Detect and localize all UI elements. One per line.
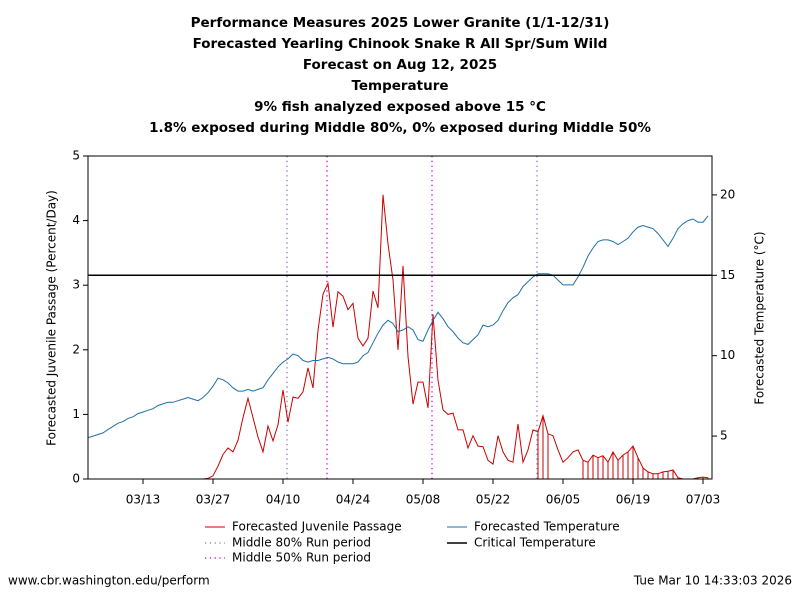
subtitle: 9% fish analyzed exposed above 15 °C <box>254 99 546 115</box>
subtitle: 1.8% exposed during Middle 80%, 0% expos… <box>149 120 651 136</box>
legend-label: Middle 50% Run period <box>232 551 371 565</box>
x-tick-label: 07/03 <box>686 493 721 507</box>
chart-title: Performance Measures 2025 Lower Granite … <box>191 15 610 31</box>
x-tick-label: 05/08 <box>406 493 441 507</box>
y-tick-label: 0 <box>72 472 80 486</box>
footer-left: www.cbr.washington.edu/perform <box>8 574 210 588</box>
y2-tick-label: 10 <box>720 348 735 362</box>
subtitle: Temperature <box>351 78 448 94</box>
y-tick-label: 2 <box>72 342 80 356</box>
x-tick-label: 04/24 <box>336 493 371 507</box>
subtitle: Forecast on Aug 12, 2025 <box>303 57 497 73</box>
y-axis-label: Forecasted Juvenile Passage (Percent/Day… <box>45 190 59 446</box>
y2-tick-label: 5 <box>720 429 728 443</box>
y2-axis-label: Forecasted Temperature (°C) <box>753 231 767 404</box>
x-tick-label: 06/19 <box>616 493 651 507</box>
legend-label: Critical Temperature <box>474 536 596 550</box>
y-tick-label: 3 <box>72 278 80 292</box>
y2-tick-label: 15 <box>720 268 735 282</box>
legend-label: Forecasted Temperature <box>474 520 620 534</box>
x-tick-label: 06/05 <box>546 493 581 507</box>
y-tick-label: 1 <box>72 407 80 421</box>
x-tick-label: 04/10 <box>266 493 301 507</box>
footer-right: Tue Mar 10 14:33:03 2026 <box>633 574 792 588</box>
subtitle: Forecasted Yearling Chinook Snake R All … <box>193 36 608 52</box>
legend-label: Forecasted Juvenile Passage <box>232 520 402 534</box>
x-tick-label: 03/27 <box>196 493 231 507</box>
plot-frame <box>87 155 713 480</box>
y-tick-label: 4 <box>72 213 80 227</box>
y2-tick-label: 20 <box>720 187 735 201</box>
x-tick-label: 03/13 <box>126 493 161 507</box>
series-line <box>87 215 709 439</box>
x-tick-label: 05/22 <box>476 493 511 507</box>
y-tick-label: 5 <box>72 149 80 163</box>
legend-label: Middle 80% Run period <box>232 536 371 550</box>
